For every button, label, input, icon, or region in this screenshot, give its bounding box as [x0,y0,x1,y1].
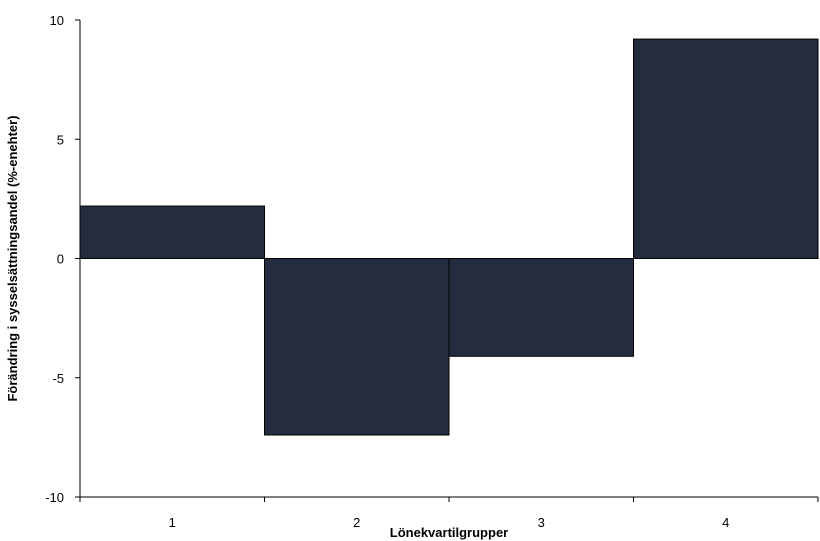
x-tick-label: 4 [722,515,729,530]
bar-4 [633,38,819,259]
x-tick-label: 1 [169,515,176,530]
y-axis-title: Förändring i sysselsättningsandel (%-ene… [5,115,20,401]
y-tick-label: 5 [57,132,64,147]
bar-1 [79,205,265,259]
y-tick-label: 0 [57,252,64,267]
y-tick-label: -5 [52,371,64,386]
x-axis-title: Lönekvartilgrupper [390,525,508,540]
bar-group [79,38,819,436]
x-tick-label: 2 [353,515,360,530]
x-axis-ticks: 1 2 3 4 [79,497,819,530]
bar-3 [448,258,634,357]
x-tick-label: 3 [538,515,545,530]
y-axis-ticks: 10 5 0 -5 -10 [45,13,80,505]
y-tick-label: -10 [45,490,64,505]
bar-2 [264,258,450,436]
y-tick-label: 10 [50,13,64,28]
